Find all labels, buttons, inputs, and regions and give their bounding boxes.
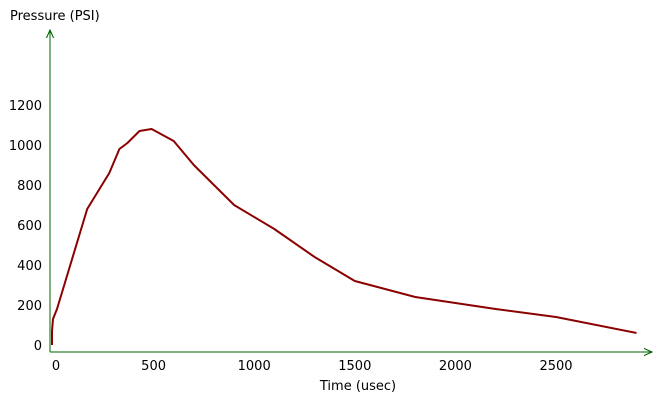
x-tick-label: 500 — [141, 359, 166, 374]
y-tick-label: 200 — [17, 299, 42, 314]
x-tick-label: 1000 — [238, 359, 271, 374]
y-tick-label: 1200 — [9, 99, 42, 114]
x-tick-label: 1500 — [338, 359, 371, 374]
y-axis-title: Pressure (PSI) — [10, 9, 100, 24]
x-axis-title: Time (usec) — [319, 379, 396, 394]
pressure-series-line — [51, 128, 637, 345]
x-tick-label: 2000 — [439, 359, 472, 374]
y-tick-label: 400 — [17, 259, 42, 274]
x-tick-label: 2500 — [539, 359, 572, 374]
y-tick-label: 1000 — [9, 139, 42, 154]
y-tick-label: 0 — [34, 339, 42, 354]
y-tick-label: 800 — [17, 179, 42, 194]
series-layer — [51, 128, 637, 345]
y-tick-label: 600 — [17, 219, 42, 234]
x-tick-label: 0 — [52, 359, 60, 374]
y-tick-labels: 0 200 400 600 800 1000 1200 — [9, 99, 42, 354]
x-tick-labels: 0 500 1000 1500 2000 2500 — [52, 359, 573, 374]
